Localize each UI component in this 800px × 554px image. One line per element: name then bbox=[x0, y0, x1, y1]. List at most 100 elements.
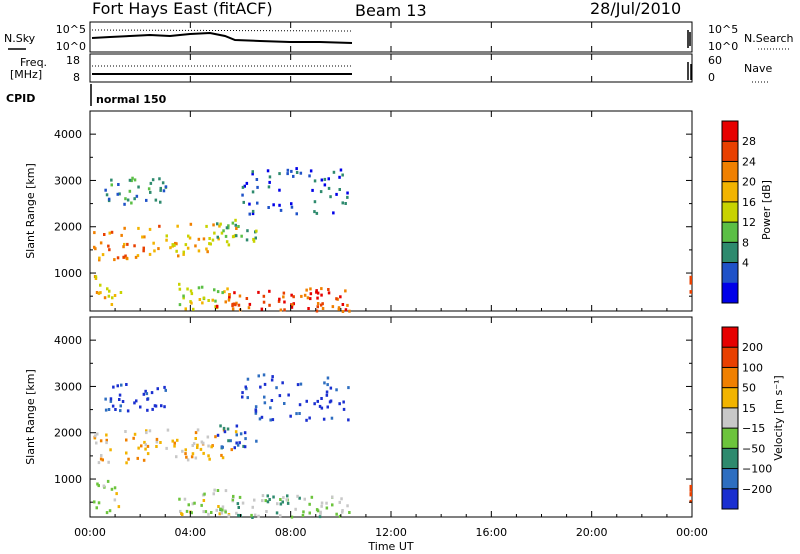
power-echo-cell bbox=[228, 295, 231, 299]
velocity-echo-cell bbox=[178, 497, 181, 501]
velocity-echo-cell bbox=[185, 455, 188, 459]
power-echo-cell bbox=[187, 234, 190, 238]
velocity-echo-cell bbox=[245, 387, 248, 391]
velocity-echo-cell bbox=[347, 386, 350, 390]
power-echo-cell bbox=[133, 197, 136, 201]
velocity-colorbar-segment bbox=[722, 428, 738, 449]
velocity-echo-cell bbox=[338, 500, 341, 504]
velocity-echo-cell bbox=[285, 498, 288, 502]
power-echo-cell bbox=[219, 222, 222, 226]
power-echo-cell bbox=[237, 225, 240, 228]
velocity-echo-cell bbox=[295, 412, 298, 416]
velocity-echo-cell bbox=[229, 439, 232, 443]
power-echo-cell bbox=[99, 241, 103, 245]
power-echo-cell bbox=[123, 226, 126, 230]
power-echo-cell bbox=[251, 190, 255, 194]
power-echo-cell bbox=[247, 306, 251, 310]
velocity-echo-cell bbox=[146, 408, 149, 412]
velocity-echo-cell bbox=[218, 512, 221, 516]
power-echo-cell bbox=[313, 179, 317, 183]
power-echo-cell bbox=[98, 258, 101, 262]
velocity-echo-cell bbox=[108, 509, 112, 513]
power-echo-cell bbox=[321, 302, 324, 306]
velocity-echo-cell bbox=[221, 508, 224, 512]
power-echo-cell bbox=[108, 231, 111, 235]
power-echo-cell bbox=[278, 172, 281, 176]
velocity-echo-cell bbox=[326, 405, 329, 409]
power-echo-cell bbox=[315, 290, 318, 294]
power-echo-cell bbox=[316, 291, 320, 295]
power-echo-cell bbox=[212, 223, 215, 227]
velocity-echo-cell bbox=[124, 430, 127, 433]
cpid-value: normal 150 bbox=[96, 93, 167, 106]
velocity-echo-cell bbox=[95, 441, 98, 445]
velocity-echo-cell bbox=[142, 392, 146, 396]
velocity-echo-cell bbox=[310, 495, 314, 499]
power-echo-cell bbox=[227, 243, 231, 247]
power-echo-cell bbox=[99, 291, 102, 295]
power-echo-cell bbox=[245, 181, 249, 185]
power-echo-cell bbox=[337, 307, 341, 311]
velocity-echo-cell bbox=[202, 441, 205, 445]
power-echo-cell bbox=[251, 209, 255, 213]
velocity-echo-cell bbox=[254, 411, 258, 415]
velocity-echo-cell bbox=[121, 400, 125, 403]
power-echo-cell bbox=[234, 218, 237, 222]
velocity-echo-cell bbox=[163, 385, 166, 389]
velocity-echo-cell bbox=[109, 399, 113, 403]
power-colorbar-segment bbox=[722, 262, 738, 284]
power-echo-cell bbox=[226, 287, 229, 291]
power-echo-cell bbox=[211, 298, 214, 302]
velocity-echo-cell bbox=[319, 510, 322, 514]
power-echo-cell bbox=[290, 305, 294, 309]
velocity-echo-cell bbox=[313, 402, 316, 406]
power-echo-cells bbox=[93, 167, 692, 313]
power-echo-cell bbox=[321, 307, 325, 310]
power-echo-cell bbox=[335, 192, 338, 196]
power-echo-cell bbox=[309, 292, 313, 296]
power-echo-cell bbox=[198, 298, 202, 301]
velocity-colorbar-segment bbox=[722, 407, 738, 429]
velocity-y-axis: 4000 3000 2000 1000 bbox=[54, 316, 692, 503]
velocity-echo-cell bbox=[96, 432, 99, 436]
power-colorbar-tick-label: 4 bbox=[742, 257, 749, 270]
power-echo-cell bbox=[194, 244, 197, 248]
velocity-echo-cell bbox=[305, 399, 308, 403]
velocity-echo-cell bbox=[279, 498, 282, 501]
power-echo-cell bbox=[101, 253, 105, 257]
velocity-echo-cell bbox=[200, 440, 204, 444]
velocity-echo-cell bbox=[144, 447, 147, 451]
power-colorbar-segment bbox=[722, 282, 738, 304]
velocity-echo-cell bbox=[206, 435, 210, 439]
velocity-echo-cell bbox=[159, 441, 162, 444]
velocity-echo-cell bbox=[335, 512, 338, 516]
power-echo-cell bbox=[227, 226, 230, 230]
power-echo-cell bbox=[120, 233, 123, 237]
velocity-echo-cell bbox=[191, 452, 195, 456]
velocity-echo-cell bbox=[298, 403, 302, 407]
velocity-echo-cell bbox=[196, 428, 200, 432]
velocity-echo-cell bbox=[231, 498, 235, 502]
velocity-echo-cell bbox=[320, 501, 324, 505]
power-echo-cell bbox=[316, 296, 319, 300]
velocity-echo-cell bbox=[342, 407, 346, 411]
velocity-echo-cell bbox=[101, 458, 104, 462]
velocity-colorbar-segment bbox=[722, 488, 738, 510]
velocity-echo-cell bbox=[207, 512, 210, 516]
power-echo-cell bbox=[110, 303, 114, 306]
noise-right-tick-bottom: 10^0 bbox=[708, 40, 738, 53]
velocity-colorbar-tick-label: 100 bbox=[742, 361, 763, 374]
velocity-echo-cell bbox=[221, 505, 225, 509]
power-echo-cell bbox=[323, 183, 327, 187]
velocity-echo-cell bbox=[320, 406, 324, 410]
velocity-echo-cell bbox=[160, 404, 163, 408]
power-echo-cell bbox=[97, 291, 101, 295]
power-echo-cell bbox=[113, 258, 116, 262]
velocity-colorbar-tick-label: 200 bbox=[742, 341, 763, 354]
power-echo-cell bbox=[292, 174, 295, 178]
velocity-echo-cell bbox=[301, 514, 305, 517]
power-echo-cell bbox=[327, 291, 331, 295]
velocity-echo-cell bbox=[115, 492, 118, 496]
power-echo-cell bbox=[272, 203, 275, 207]
velocity-echo-cell bbox=[335, 388, 338, 392]
